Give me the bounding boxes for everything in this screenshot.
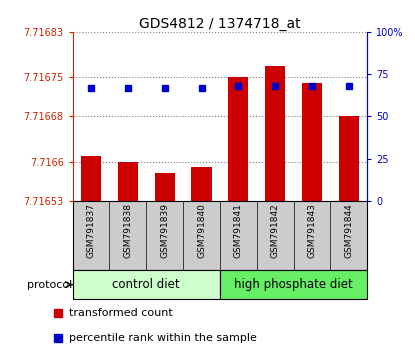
Bar	[220, 270, 367, 299]
Bar	[228, 77, 249, 201]
Bar	[339, 116, 359, 201]
Text: GSM791837: GSM791837	[87, 203, 95, 258]
Bar	[265, 66, 286, 201]
Text: control diet: control diet	[112, 278, 180, 291]
Title: GDS4812 / 1374718_at: GDS4812 / 1374718_at	[139, 17, 301, 31]
Text: percentile rank within the sample: percentile rank within the sample	[69, 333, 257, 343]
Text: GSM791841: GSM791841	[234, 203, 243, 258]
Bar	[81, 156, 101, 201]
Bar	[118, 161, 138, 201]
Text: GSM791843: GSM791843	[308, 203, 317, 258]
Bar	[302, 82, 322, 201]
Text: GSM791838: GSM791838	[123, 203, 132, 258]
Text: high phosphate diet: high phosphate diet	[234, 278, 353, 291]
Bar	[191, 167, 212, 201]
Text: GSM791840: GSM791840	[197, 203, 206, 258]
Text: transformed count: transformed count	[69, 308, 173, 318]
Text: GSM791842: GSM791842	[271, 203, 280, 258]
Text: GSM791844: GSM791844	[344, 203, 353, 258]
Bar	[73, 270, 220, 299]
Text: GSM791839: GSM791839	[160, 203, 169, 258]
Text: protocol: protocol	[27, 280, 72, 290]
Bar	[154, 173, 175, 201]
